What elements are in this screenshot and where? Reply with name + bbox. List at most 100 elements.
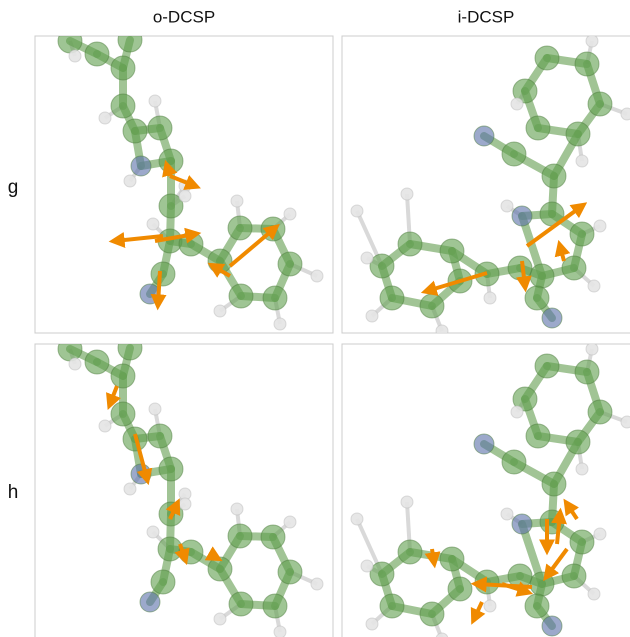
row-label: h [8, 482, 19, 503]
displacement-arrow [474, 602, 482, 619]
carbon-atom [159, 457, 183, 481]
hydrogen-atom [588, 280, 600, 292]
carbon-atom [148, 424, 172, 448]
carbon-atom [58, 29, 82, 53]
carbon-atom [440, 547, 464, 571]
hydrogen-atom [311, 578, 323, 590]
hydrogen-atom [401, 496, 413, 508]
hydrogen-atom [588, 588, 600, 600]
hydrogen-atom [621, 416, 630, 428]
nitrogen-atom [542, 308, 562, 328]
hydrogen-atom [69, 50, 81, 62]
displacement-arrow [210, 554, 217, 558]
hydrogen-atom [69, 358, 81, 370]
hydrogen-atom [484, 292, 496, 304]
carbon-atom [111, 402, 135, 426]
carbon-atom [111, 56, 135, 80]
carbon-atom [159, 149, 183, 173]
carbon-atom [420, 602, 444, 626]
hydrogen-atom [501, 200, 513, 212]
carbon-atom [261, 525, 285, 549]
carbon-atom [542, 164, 566, 188]
carbon-atom [229, 592, 253, 616]
column-header: o-DCSP [153, 7, 215, 26]
carbon-atom [530, 264, 554, 288]
carbon-atom [526, 424, 550, 448]
hydrogen-atom [149, 403, 161, 415]
carbon-atom [278, 252, 302, 276]
carbon-atom [229, 284, 253, 308]
carbon-atom [111, 364, 135, 388]
molecule [58, 336, 323, 637]
carbon-atom [118, 336, 142, 360]
hydrogen-atom [99, 420, 111, 432]
carbon-atom [118, 28, 142, 52]
carbon-atom [575, 360, 599, 384]
carbon-atom [570, 222, 594, 246]
hydrogen-atom [147, 526, 159, 538]
carbon-atom [370, 254, 394, 278]
carbon-atom [58, 337, 82, 361]
hydrogen-atom [284, 208, 296, 220]
hydrogen-atom [576, 463, 588, 475]
carbon-atom [228, 216, 252, 240]
hydrogen-atom [284, 516, 296, 528]
carbon-atom [475, 570, 499, 594]
hydrogen-atom [214, 613, 226, 625]
carbon-atom [502, 450, 526, 474]
hydrogen-atom [594, 528, 606, 540]
molecule [58, 28, 323, 330]
carbon-atom [570, 530, 594, 554]
carbon-atom [525, 594, 549, 618]
hydrogen-atom [147, 218, 159, 230]
row-label: g [8, 177, 19, 198]
carbon-atom [85, 42, 109, 66]
hydrogen-atom [231, 503, 243, 515]
hydrogen-atom [361, 252, 373, 264]
carbon-atom [562, 564, 586, 588]
hydrogen-atom [511, 98, 523, 110]
hydrogen-atom [124, 483, 136, 495]
hydrogen-atom [586, 343, 598, 355]
carbon-atom [380, 594, 404, 618]
hydrogen-atom [149, 95, 161, 107]
displacement-arrow [158, 271, 160, 304]
molecule-clip [351, 343, 630, 637]
carbon-atom [208, 557, 232, 581]
carbon-atom [263, 286, 287, 310]
carbon-atom [535, 46, 559, 70]
carbon-atom [111, 94, 135, 118]
carbon-atom [535, 354, 559, 378]
hydrogen-atom [401, 188, 413, 200]
figure: o-DCSP i-DCSP g h [0, 0, 630, 637]
column-header: i-DCSP [458, 7, 515, 26]
hydrogen-atom [311, 270, 323, 282]
carbon-atom [263, 594, 287, 618]
carbon-atom [151, 570, 175, 594]
carbon-atom [502, 142, 526, 166]
hydrogen-atom [511, 406, 523, 418]
carbon-atom [370, 562, 394, 586]
hydrogen-atom [594, 220, 606, 232]
carbon-atom [440, 239, 464, 263]
displacement-arrow [432, 549, 434, 562]
nitrogen-atom [512, 206, 532, 226]
nitrogen-atom [131, 464, 151, 484]
hydrogen-atom [274, 626, 286, 637]
hydrogen-atom [576, 155, 588, 167]
nitrogen-atom [474, 126, 494, 146]
nitrogen-atom [474, 434, 494, 454]
displacement-arrow [560, 246, 564, 261]
carbon-atom [525, 286, 549, 310]
hydrogen-atom [366, 310, 378, 322]
carbon-atom [542, 472, 566, 496]
carbon-atom [380, 286, 404, 310]
hydrogen-atom [124, 175, 136, 187]
carbon-atom [588, 400, 612, 424]
carbon-atom [278, 560, 302, 584]
hydrogen-atom [366, 618, 378, 630]
hydrogen-atom [351, 205, 363, 217]
hydrogen-atom [214, 305, 226, 317]
carbon-atom [398, 232, 422, 256]
hydrogen-atom [501, 508, 513, 520]
